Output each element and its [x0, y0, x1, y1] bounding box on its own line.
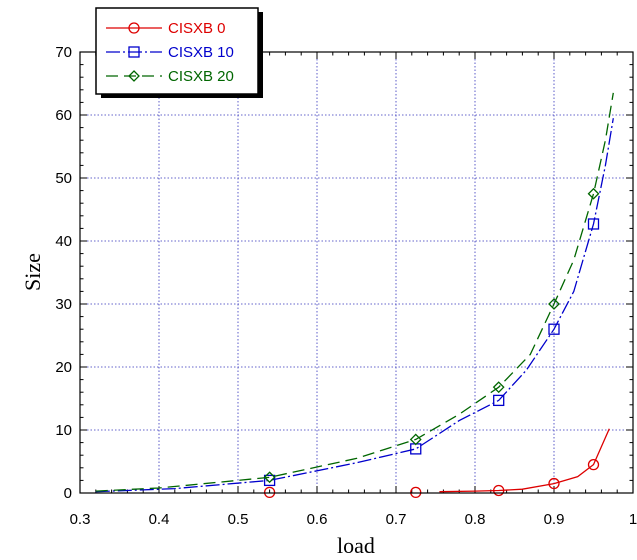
data-point-circle	[493, 484, 505, 497]
y-tick-label: 70	[55, 44, 72, 61]
grid	[80, 52, 633, 493]
series-layer	[95, 92, 614, 499]
x-axis-title: load	[337, 533, 375, 558]
legend-label: CISXB 20	[168, 68, 234, 85]
data-point-diamond	[587, 187, 600, 200]
series-0	[263, 428, 610, 499]
data-point-diamond	[263, 471, 276, 484]
data-point-circle	[263, 486, 276, 499]
data-point-circle	[410, 486, 422, 499]
y-tick-label: 30	[55, 296, 72, 313]
series-line	[95, 118, 614, 493]
data-point-circle	[587, 458, 600, 471]
x-tick-label: 0.9	[544, 511, 565, 528]
data-point-diamond	[409, 433, 422, 446]
data-point-square	[548, 323, 560, 335]
data-point-square	[493, 394, 505, 407]
series-line	[95, 92, 614, 492]
series-1	[95, 118, 614, 493]
data-point-diamond	[548, 298, 560, 310]
legend-marker-circle	[128, 22, 140, 34]
legend: CISXB 0 CISXB 10 CISXB 20	[95, 7, 263, 98]
legend-entries: CISXB 0 CISXB 10 CISXB 20	[106, 20, 234, 85]
data-point-square	[587, 218, 600, 230]
y-tick-label: 60	[55, 107, 72, 124]
y-tick-label: 40	[55, 233, 72, 250]
x-tick-label: 0.8	[465, 511, 486, 528]
legend-label: CISXB 10	[168, 44, 234, 61]
x-tick-label: 1	[629, 511, 637, 528]
y-tick-label: 0	[64, 485, 72, 502]
x-tick-label: 0.5	[228, 511, 249, 528]
y-tick-label: 20	[55, 359, 72, 376]
series-2	[95, 92, 614, 492]
data-point-circle	[548, 477, 560, 490]
x-tick-label: 0.4	[149, 511, 170, 528]
data-point-square	[263, 474, 276, 487]
y-tick-label: 50	[55, 170, 72, 187]
y-tick-label: 10	[55, 422, 72, 439]
legend-marker-square	[128, 46, 140, 58]
legend-box	[95, 7, 259, 95]
x-tick-label: 0.6	[307, 511, 328, 528]
series-line	[439, 428, 610, 493]
legend-label: CISXB 0	[168, 20, 226, 37]
y-axis-title: Size	[20, 253, 45, 291]
x-tick-label: 0.3	[70, 511, 91, 528]
x-tick-label: 0.7	[386, 511, 407, 528]
data-point-diamond	[492, 381, 505, 394]
legend-marker-diamond	[128, 70, 140, 82]
plot-frame	[79, 51, 634, 494]
